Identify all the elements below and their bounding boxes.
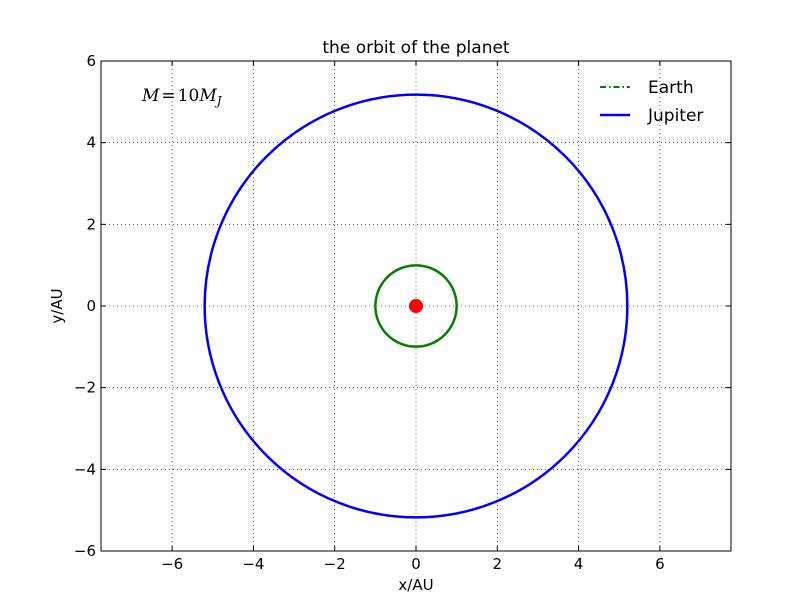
sun-point: [409, 299, 423, 313]
y-tick-label: 2: [86, 215, 96, 233]
y-tick-label: 0: [86, 297, 96, 315]
legend-label-jupiter: Jupiter: [647, 106, 703, 126]
axis-ticks: −6 −4 −2 0 2 4 6 −6 −4 −2 0 2 4 6: [74, 52, 731, 573]
chart-title: the orbit of the planet: [322, 38, 510, 58]
x-tick-label: −6: [161, 555, 183, 573]
x-tick-label: 6: [655, 555, 665, 573]
x-tick-label: 0: [411, 555, 421, 573]
series-layer: [203, 93, 629, 519]
y-tick-label: 6: [86, 52, 96, 70]
y-tick-label: 4: [86, 134, 96, 152]
y-tick-label: −2: [74, 379, 96, 397]
mass-annotation: M = 10MJ: [141, 86, 223, 108]
legend: Earth Jupiter: [600, 78, 703, 126]
x-axis-label: x/AU: [398, 576, 433, 594]
jupiter-orbit: [203, 93, 629, 519]
x-tick-label: 2: [493, 555, 503, 573]
y-tick-label: −4: [74, 460, 96, 478]
y-axis-label: y/AU: [48, 288, 66, 323]
x-tick-label: −2: [324, 555, 346, 573]
earth-orbit: [374, 264, 458, 348]
legend-label-earth: Earth: [648, 78, 694, 98]
x-tick-label: 4: [574, 555, 584, 573]
x-tick-label: −4: [242, 555, 264, 573]
y-tick-label: −6: [74, 542, 96, 560]
mass-annotation-text: M = 10MJ: [141, 86, 223, 108]
points-layer: [409, 299, 423, 313]
